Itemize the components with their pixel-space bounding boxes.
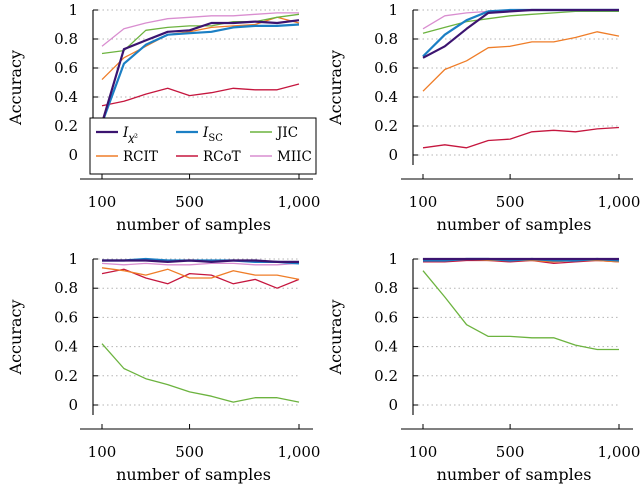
y-tick-label: 1 [388, 1, 398, 19]
x-tick-label: 1,000 [278, 193, 321, 211]
y-tick-label: 0.4 [374, 88, 398, 106]
legend-label-jic: JIC [275, 125, 298, 141]
series-line-miic [101, 12, 299, 47]
x-axis-label: number of samples [116, 465, 271, 484]
x-tick-label: 500 [175, 193, 204, 211]
legend: I𝜒² ISC JIC RCIT RCoT MIIC [89, 117, 317, 175]
series-line-miic [101, 262, 300, 266]
y-tick-label: 0.6 [374, 308, 398, 326]
series-line-rcot [423, 259, 620, 265]
y-tick-label: 0 [388, 396, 398, 414]
y-tick-label: 0.8 [54, 279, 78, 297]
y-tick-label: 0.8 [374, 279, 398, 297]
y-tick-label: 0.2 [374, 117, 398, 135]
legend-label-rcit: RCIT [123, 149, 158, 165]
series-line-rcot [101, 83, 300, 107]
y-tick-label: 0.8 [374, 30, 398, 48]
y-axis-label: Accuracy [6, 50, 25, 126]
x-tick-label: 100 [88, 443, 117, 461]
series-line-rcit [422, 31, 620, 92]
y-tick-label: 0 [68, 146, 78, 164]
series-line-jic [101, 343, 300, 403]
series-line-rcit [101, 267, 300, 281]
y-axis-label: Accuracy [326, 300, 345, 376]
y-tick-label: 1 [68, 1, 78, 19]
series-line-rcot [101, 268, 300, 289]
x-tick-label: 500 [175, 443, 204, 461]
series-line-isc [100, 23, 300, 124]
x-tick-label: 500 [496, 193, 525, 211]
x-tick-label: 500 [496, 443, 525, 461]
series-line-jic [422, 10, 619, 34]
x-axis-label: number of samples [437, 215, 592, 234]
legend-box [89, 117, 317, 175]
x-tick-label: 100 [88, 193, 117, 211]
y-tick-label: 1 [68, 250, 78, 268]
series-line-jic [422, 270, 619, 351]
legend-label-miic: MIIC [277, 149, 312, 165]
chart-panel-4: 0 0.2 0.4 0.6 0.8 1 100 500 1,000 number of sampl… [326, 250, 640, 484]
x-tick-label: 1,000 [598, 193, 641, 211]
y-tick-label: 0.4 [54, 338, 78, 356]
y-tick-label: 0.6 [54, 59, 78, 77]
y-tick-label: 0 [388, 146, 398, 164]
legend-label-ichi: I𝜒² [122, 125, 138, 144]
series-line-rcot [422, 126, 620, 149]
x-axis-label: number of samples [437, 465, 592, 484]
legend-label-rcot: RCoT [203, 149, 241, 165]
series-line-ichi [422, 8, 619, 59]
y-tick-label: 0.8 [54, 30, 78, 48]
legend-label-isc: ISC [202, 125, 223, 144]
y-tick-label: 0.4 [374, 338, 398, 356]
x-tick-label: 100 [409, 443, 438, 461]
y-tick-label: 0.2 [374, 367, 398, 385]
chart-panel-3: 0 0.2 0.4 0.6 0.8 1 100 500 1,000 number of sampl… [6, 250, 320, 484]
y-tick-label: 0 [68, 396, 78, 414]
y-tick-label: 0.2 [54, 117, 78, 135]
y-axis-label: Accuracy [326, 50, 345, 126]
x-tick-label: 1,000 [278, 443, 321, 461]
y-tick-label: 1 [388, 250, 398, 268]
series-line-rcit [101, 16, 300, 81]
chart-panel-2: 0 0.2 0.4 0.6 0.8 1 100 500 1,000 number of sampl… [326, 1, 640, 234]
y-axis-label: Accuracy [6, 300, 25, 376]
series-line-ichi [100, 19, 300, 124]
y-tick-label: 0.2 [54, 367, 78, 385]
y-tick-label: 0.6 [54, 308, 78, 326]
x-axis-label: number of samples [116, 215, 271, 234]
y-tick-label: 0.4 [54, 88, 78, 106]
x-tick-label: 100 [409, 193, 438, 211]
y-tick-label: 0.6 [374, 59, 398, 77]
chart-panel-1: 0 0.2 0.4 0.6 0.8 1 100 500 1,000 number of sampl… [6, 1, 320, 234]
x-tick-label: 1,000 [598, 443, 641, 461]
series-line-ichi [102, 259, 299, 263]
